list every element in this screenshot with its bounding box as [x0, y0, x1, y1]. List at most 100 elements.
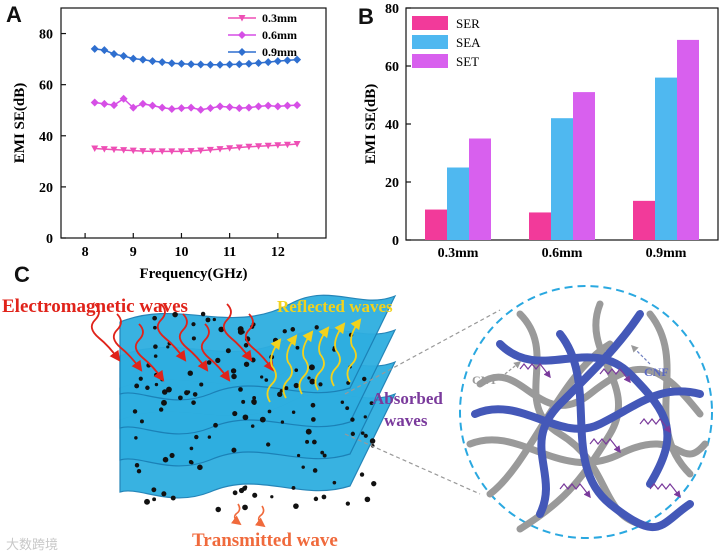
cnf-fiber — [471, 387, 704, 433]
legend-label: SET — [456, 54, 479, 69]
particle — [212, 317, 217, 322]
particle — [187, 370, 193, 376]
data-point — [91, 145, 99, 153]
particle — [138, 376, 143, 381]
bar-SET — [677, 39, 699, 241]
x-tick-label: 11 — [223, 245, 236, 260]
particle — [363, 433, 368, 438]
data-point — [187, 148, 195, 155]
particle — [270, 495, 274, 499]
data-point — [216, 60, 224, 69]
data-point — [100, 99, 109, 108]
particle — [264, 378, 269, 382]
particle — [360, 431, 365, 435]
data-point — [119, 94, 128, 103]
particle — [267, 409, 272, 414]
particle — [284, 386, 289, 391]
particle — [153, 344, 158, 349]
data-point — [196, 105, 205, 114]
data-point — [216, 146, 224, 153]
data-point — [254, 102, 263, 111]
data-point — [158, 148, 166, 155]
particle — [242, 504, 248, 511]
y-tick-label: 20 — [39, 181, 53, 196]
particle — [161, 399, 167, 406]
zoom-line-top — [344, 309, 501, 395]
y-axis-label: EMI SE(dB) — [12, 83, 28, 163]
cnt-pointer — [504, 361, 522, 375]
particle — [154, 382, 159, 387]
data-point — [129, 54, 138, 63]
reflected-arrow — [266, 338, 282, 403]
y-tick-label: 0 — [46, 232, 53, 247]
incident-arrow — [222, 303, 253, 362]
data-point — [245, 143, 253, 151]
particle — [291, 485, 296, 490]
bar-SET — [469, 138, 491, 240]
data-point — [100, 46, 109, 55]
absorption-squiggle — [639, 418, 671, 434]
particle — [322, 453, 327, 458]
particle — [172, 311, 178, 318]
bar-SER — [633, 200, 655, 240]
x-tick-label: 0.3mm — [438, 246, 479, 261]
particle — [162, 456, 169, 463]
data-point — [177, 59, 186, 68]
incident-arrow — [200, 323, 231, 382]
data-point — [110, 146, 118, 154]
legend-marker — [238, 48, 246, 56]
data-point — [119, 52, 128, 61]
data-point — [264, 142, 272, 150]
data-point — [226, 145, 234, 152]
legend-label: 0.9mm — [262, 45, 297, 59]
particle — [307, 376, 311, 380]
data-point — [274, 142, 282, 149]
transmitted-waves — [230, 503, 266, 528]
data-point — [168, 148, 176, 155]
particle — [313, 496, 319, 502]
data-point — [235, 60, 244, 69]
particle — [237, 326, 244, 333]
particle — [200, 311, 206, 317]
particle — [318, 382, 323, 387]
data-point — [158, 58, 167, 67]
particle — [238, 487, 245, 494]
incident-arrow — [112, 313, 143, 372]
particle — [305, 439, 310, 444]
particle — [364, 496, 371, 503]
particle — [215, 506, 221, 513]
particle — [345, 501, 350, 506]
transmitted-arrow — [254, 505, 266, 528]
particle — [320, 450, 325, 455]
data-point — [148, 57, 157, 66]
data-point — [225, 60, 234, 69]
incident-waves — [90, 303, 275, 382]
particle — [152, 497, 157, 502]
series-0.3mm — [91, 140, 301, 155]
fiber-network — [466, 300, 709, 533]
particle — [166, 386, 172, 393]
x-tick-label: 0.6mm — [542, 246, 583, 261]
y-tick-label: 80 — [39, 28, 53, 43]
reflected-label: Reflected waves — [277, 297, 393, 316]
particle — [362, 376, 367, 382]
cnf-pointer — [630, 344, 651, 365]
zoom-line-bottom — [344, 433, 481, 495]
absorption-squiggle — [589, 438, 621, 454]
particle — [232, 410, 238, 417]
particle — [153, 354, 158, 358]
particle — [310, 402, 316, 408]
particle — [166, 345, 170, 349]
reflected-arrow — [314, 326, 330, 391]
data-point — [206, 146, 214, 154]
y-tick-label: 60 — [39, 79, 53, 94]
particle — [191, 336, 196, 341]
particle — [153, 325, 157, 330]
absorption-squiggle — [519, 363, 551, 379]
particle — [186, 390, 191, 394]
data-point — [139, 148, 147, 155]
series-0.9mm — [90, 44, 302, 69]
particle — [314, 325, 319, 330]
data-point — [293, 55, 302, 64]
reflected-waves — [266, 318, 362, 403]
